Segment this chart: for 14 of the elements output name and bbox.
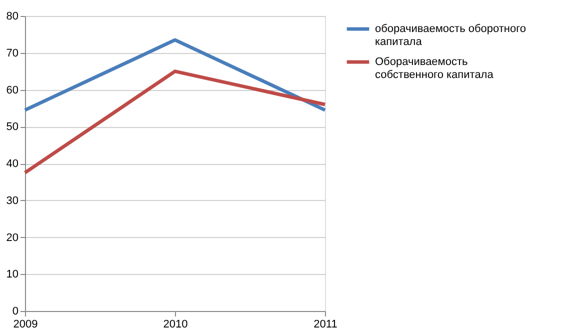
x-tick-label: 2010 xyxy=(163,318,188,330)
legend-label: оборачиваемость оборотного капитала xyxy=(375,23,526,48)
y-tick-label: 40 xyxy=(6,158,18,170)
x-tick-label: 2011 xyxy=(314,318,338,330)
y-tick-label: 50 xyxy=(6,121,18,134)
y-tick-label: 80 xyxy=(6,10,18,22)
x-tick-label: 2009 xyxy=(13,318,38,330)
y-tick-label: 60 xyxy=(6,84,18,96)
y-tick-label: 0 xyxy=(12,306,18,318)
y-tick-label: 10 xyxy=(6,268,18,281)
y-tick-label: 20 xyxy=(6,232,18,244)
y-tick-label: 70 xyxy=(6,47,18,60)
y-tick-label: 30 xyxy=(6,194,18,207)
legend-label: Оборачиваемость собственного капитала xyxy=(375,56,494,81)
